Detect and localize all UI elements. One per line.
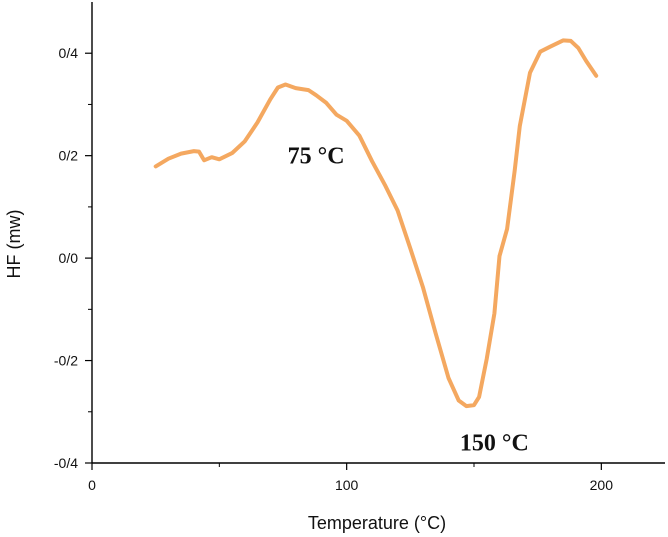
y-axis-title: HF (mw) bbox=[4, 210, 24, 279]
y-tick-label: 0/0 bbox=[59, 250, 79, 266]
y-tick-label: 0/4 bbox=[59, 45, 79, 61]
y-tick-label: 0/2 bbox=[59, 148, 79, 164]
x-tick-label: 200 bbox=[590, 477, 614, 493]
annotations: 75 °C 150 °C bbox=[288, 144, 529, 457]
axes bbox=[91, 2, 665, 464]
peak-annotation: 75 °C bbox=[288, 144, 345, 170]
series-layer bbox=[153, 38, 599, 409]
axis-ticks: 0 100 200 -0/4 -0/2 0/0 0/2 0/4 bbox=[54, 45, 613, 493]
x-tick-label: 0 bbox=[88, 477, 96, 493]
series-line bbox=[153, 38, 599, 409]
y-tick-label: -0/4 bbox=[54, 455, 78, 471]
peak-annotation: 150 °C bbox=[460, 431, 529, 457]
y-tick-label: -0/2 bbox=[54, 353, 78, 369]
x-tick-label: 100 bbox=[335, 477, 359, 493]
x-axis-title: Temperature (°C) bbox=[308, 513, 446, 533]
